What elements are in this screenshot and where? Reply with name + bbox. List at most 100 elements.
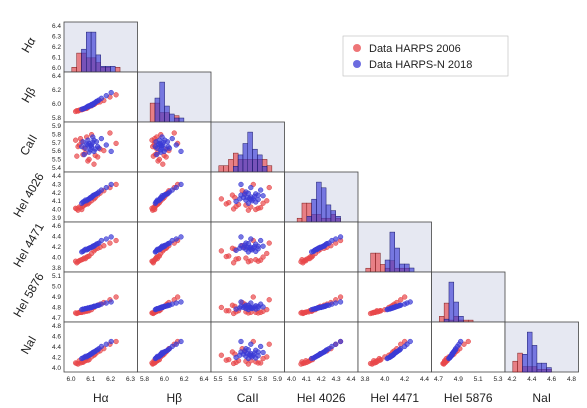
scatter-point	[178, 299, 184, 305]
scatter-point	[103, 300, 109, 306]
scatter-point	[85, 142, 91, 148]
histogram-bar	[266, 165, 273, 173]
panel-nai-vs-hei-4471	[357, 321, 432, 373]
scatter-point	[248, 341, 254, 347]
histogram-bar	[370, 252, 376, 273]
histogram-bar	[252, 148, 258, 173]
scatter-point	[91, 161, 97, 167]
y-tick-label: 5.5	[52, 157, 61, 164]
panel-frame	[137, 271, 212, 323]
scatter-point	[307, 253, 314, 260]
y-tick-label: 5.0	[52, 284, 61, 291]
histogram-bar	[100, 66, 106, 73]
scatter-point	[80, 306, 86, 312]
scatter-point	[108, 338, 114, 345]
scatter-point	[253, 355, 259, 361]
histogram-bar	[247, 131, 253, 173]
panel-hei-4026-vs-h	[137, 171, 212, 223]
x-tick-label: 5.3	[493, 376, 502, 383]
x-tick-label: 3.8	[360, 376, 369, 383]
scatter-point	[458, 338, 464, 345]
scatter-point	[257, 343, 264, 350]
y-tick-label: 5.1	[52, 273, 61, 280]
y-tick-label: 5.8	[52, 115, 61, 122]
y-tick-label: 3.8	[52, 265, 61, 272]
scatter-point	[337, 294, 344, 300]
panel-hei-4471-vs-h	[137, 221, 212, 273]
histogram-bar	[296, 217, 303, 223]
x-tick-label: 5.6	[228, 376, 237, 383]
scatter-point	[260, 304, 266, 310]
scatter-point	[108, 89, 114, 96]
scatter-point	[81, 151, 87, 158]
scatter-point	[407, 299, 413, 305]
x-tick-label: 6.4	[199, 376, 208, 383]
scatter-point	[155, 253, 161, 260]
scatter-point	[257, 237, 264, 244]
scatter-point	[238, 338, 244, 345]
x-tick-label: 4.9	[454, 376, 463, 383]
scatter-point	[103, 142, 109, 148]
scatter-point	[85, 246, 91, 252]
x-tick-label: 4.6	[547, 376, 556, 383]
histogram-bar	[546, 367, 552, 373]
histogram-bar	[443, 318, 450, 323]
panel-hei-5876-vs-h	[137, 271, 212, 323]
scatter-point	[266, 297, 272, 303]
histogram-bar	[321, 187, 327, 223]
scatter-point	[248, 184, 254, 191]
scatter-point	[388, 353, 394, 359]
scatter-point	[98, 187, 105, 193]
histogram-bar	[458, 316, 464, 323]
scatter-point	[250, 294, 256, 300]
scatter-point	[260, 200, 266, 206]
panel-hei-5876-vs-hei-4026	[284, 271, 359, 323]
y-tick-label: 6.2	[52, 87, 61, 94]
histogram-bar	[306, 216, 312, 223]
y-axis-label: HeI 4471	[10, 220, 47, 269]
x-tick-label: 4.2	[507, 376, 516, 383]
scatter-point	[255, 192, 261, 198]
histogram-bar	[76, 52, 82, 73]
histogram-bar	[335, 216, 341, 223]
scatter-point	[223, 253, 229, 260]
scatter-point	[461, 341, 467, 347]
scatter-point	[237, 305, 243, 311]
scatter-point	[245, 190, 252, 196]
scatter-point	[95, 240, 101, 247]
histogram-bar	[316, 181, 322, 223]
histogram-bar	[453, 301, 459, 323]
scatter-point	[264, 198, 270, 204]
scatter-point	[85, 253, 91, 260]
scatter-point	[233, 198, 239, 205]
y-axis-label: Hβ	[19, 85, 39, 106]
scatter-point	[248, 305, 254, 311]
scatter-point	[80, 139, 86, 145]
scatter-point	[178, 234, 184, 240]
histogram-bar	[169, 113, 175, 123]
scatter-point	[260, 349, 266, 356]
scatter-point	[113, 92, 119, 98]
x-axis-label: CaII	[237, 391, 259, 405]
scatter-point	[173, 184, 179, 191]
scatter-point	[223, 357, 229, 363]
scatter-point	[77, 257, 84, 263]
panel-hei-4026-vs-caii	[210, 171, 285, 223]
scatter-point	[157, 353, 163, 359]
scatter-point	[264, 250, 270, 257]
scatter-point	[88, 250, 95, 257]
histogram-bar	[541, 362, 547, 373]
x-tick-label: 6.3	[126, 376, 135, 383]
panel-h-vs-h	[63, 21, 138, 73]
scatter-point	[223, 308, 229, 314]
y-tick-label: 5.4	[52, 165, 61, 172]
scatter-point	[233, 359, 239, 366]
histogram-bar	[237, 154, 244, 173]
scatter-point	[260, 193, 266, 199]
x-tick-label: 5.8	[258, 376, 267, 383]
scatter-point	[80, 355, 86, 361]
histogram-bar	[527, 331, 533, 373]
scatter-point	[441, 360, 448, 366]
scatter-point	[248, 196, 254, 203]
scatter-point	[98, 343, 105, 350]
